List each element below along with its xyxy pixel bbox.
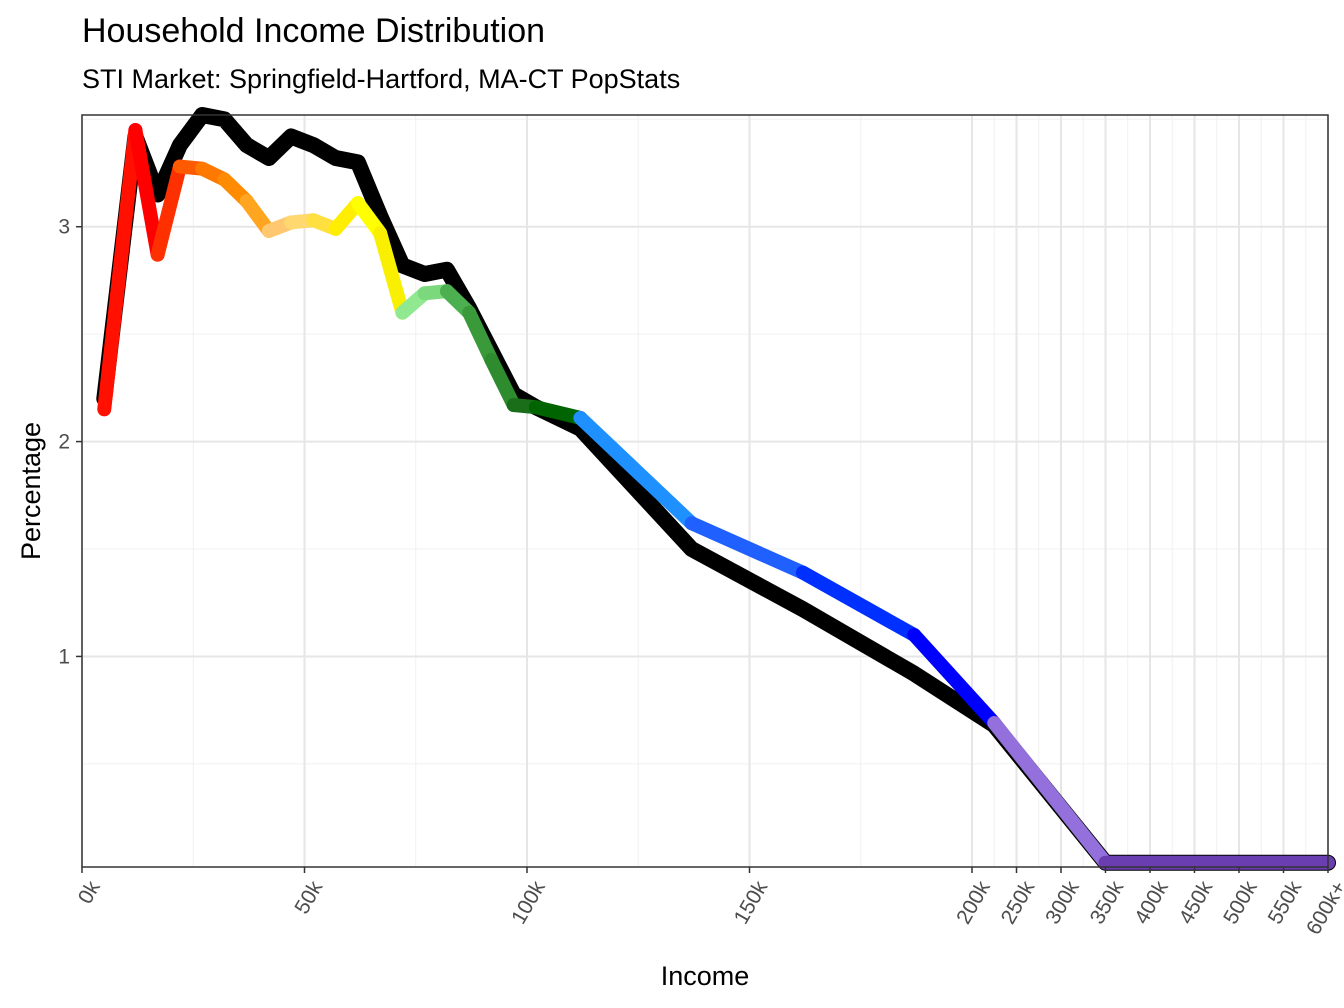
series-segment [795,565,922,642]
x-tick-label: 50k [290,877,327,918]
x-tick-label: 450k [1175,877,1218,928]
x-tick-label: 300k [1041,877,1084,928]
x-tick-label: 0k [74,877,105,908]
x-tick-label: 500k [1219,877,1262,928]
series-segment [462,305,499,367]
x-tick-label: 250k [997,877,1040,928]
x-tick-label: 200k [952,877,995,928]
x-tick-label: 150k [730,877,773,928]
x-tick-label: 100k [507,877,550,928]
series-segment [987,716,1113,870]
x-tick-label: 550k [1264,877,1307,928]
chart-title: Household Income Distribution [82,12,546,50]
series-layer [96,107,1336,871]
panel-border [81,114,1329,868]
chart-subtitle: STI Market: Springfield-Hartford, MA-CT … [82,64,681,94]
series-segment [128,123,165,262]
series-line-reference [96,107,1336,871]
y-tick-label: 1 [58,645,70,668]
series-segment [97,123,143,417]
tick-layer: 1 2 3 0k 50k 100k 150k 200k 250k 300k 350k 400k 450k… [58,216,1344,939]
series-segment [373,226,410,320]
y-tick-label: 2 [58,431,70,454]
series-segment [150,159,187,262]
y-tick-label: 3 [58,216,70,239]
x-tick-label: 350k [1086,877,1129,928]
series-segment [684,516,810,580]
series-segment [484,352,521,413]
series-segment [528,400,588,425]
series-segment [573,410,699,531]
x-tick-label: 600k+ [1302,877,1344,939]
x-axis-title: Income [661,961,750,991]
series-segment [907,627,1002,731]
x-tick-label: 400k [1130,877,1173,928]
y-axis-title: Percentage [16,422,46,560]
